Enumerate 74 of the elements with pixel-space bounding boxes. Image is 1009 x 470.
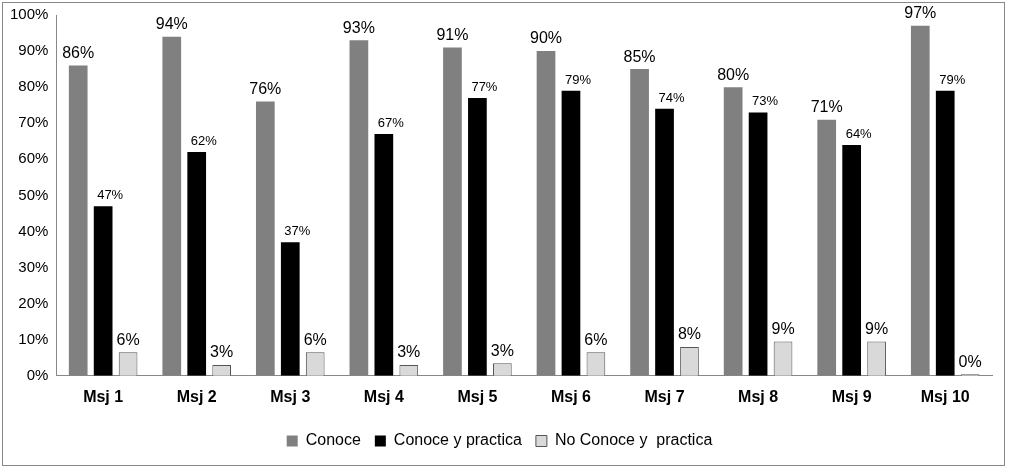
bar <box>93 206 113 376</box>
y-tick-label: 0% <box>26 365 49 383</box>
data-label: 74% <box>658 89 685 105</box>
data-label: 9% <box>865 319 889 337</box>
y-tick-label: 100% <box>9 5 49 23</box>
bar <box>655 108 674 376</box>
data-label: 6% <box>303 330 327 348</box>
data-label: 90% <box>530 29 563 47</box>
x-tick-label: Msj 6 <box>550 387 592 405</box>
y-tick-label: 40% <box>18 221 49 239</box>
bar <box>443 47 462 376</box>
y-tick-label: 80% <box>18 77 49 95</box>
bar <box>280 242 300 376</box>
data-label: 73% <box>752 93 779 109</box>
bar <box>630 69 649 376</box>
data-label: 37% <box>284 223 311 239</box>
x-tick-label: Msj 2 <box>176 387 217 405</box>
y-tick-label: 70% <box>18 113 49 131</box>
data-label: 79% <box>939 71 966 87</box>
data-label: 3% <box>210 343 234 361</box>
data-label: 86% <box>62 43 95 61</box>
y-tick-label: 60% <box>18 149 49 167</box>
y-tick-label: 50% <box>18 185 49 203</box>
x-tick-label: Msj 3 <box>270 387 311 405</box>
data-label: 3% <box>490 341 514 359</box>
legend-label: No Conoce y practica <box>554 431 713 449</box>
bar <box>910 25 930 376</box>
x-tick-label: Msj 4 <box>363 387 404 405</box>
bar <box>748 112 768 376</box>
data-label: 8% <box>677 325 702 343</box>
bar <box>935 90 955 376</box>
bar <box>468 97 487 376</box>
bar <box>817 119 837 376</box>
x-tick-label: Msj 5 <box>457 387 498 405</box>
data-label: 80% <box>717 65 750 83</box>
data-label: 64% <box>845 125 873 141</box>
bar <box>162 36 182 376</box>
data-label: 93% <box>342 18 375 36</box>
bar <box>561 90 581 376</box>
legend-label: Conoce y practica <box>393 431 522 449</box>
data-label: 9% <box>771 319 795 337</box>
y-tick-label: 30% <box>18 257 49 275</box>
bar <box>536 51 556 376</box>
data-label: 97% <box>904 4 937 22</box>
data-label: 77% <box>471 79 498 95</box>
data-label: 79% <box>564 71 592 87</box>
data-label: 6% <box>584 330 608 348</box>
bar <box>349 40 369 376</box>
x-tick-label: Msj 1 <box>83 387 124 405</box>
legend-label: Conoce <box>305 431 361 449</box>
data-label: 3% <box>397 343 421 361</box>
x-tick-label: Msj 10 <box>920 387 970 405</box>
x-tick-label: Msj 8 <box>738 387 779 405</box>
data-label: 67% <box>377 115 405 131</box>
bar <box>68 65 88 376</box>
data-label: 91% <box>436 25 469 43</box>
y-tick-label: 90% <box>18 41 49 59</box>
bar <box>187 152 207 376</box>
bar <box>723 87 743 376</box>
data-label: 85% <box>623 47 656 65</box>
x-tick-label: Msj 7 <box>644 387 685 405</box>
data-label: 94% <box>155 15 188 33</box>
data-label: 47% <box>97 187 124 203</box>
data-label: 0% <box>958 352 982 370</box>
data-label: 62% <box>190 133 218 149</box>
data-label: 71% <box>810 98 843 116</box>
y-tick-label: 10% <box>18 329 49 347</box>
bar <box>842 144 862 376</box>
data-label: 76% <box>249 80 282 97</box>
bar <box>255 101 275 376</box>
data-label: 6% <box>116 330 140 348</box>
bar <box>374 134 394 376</box>
y-tick-label: 20% <box>18 293 49 311</box>
x-tick-label: Msj 9 <box>831 387 872 405</box>
